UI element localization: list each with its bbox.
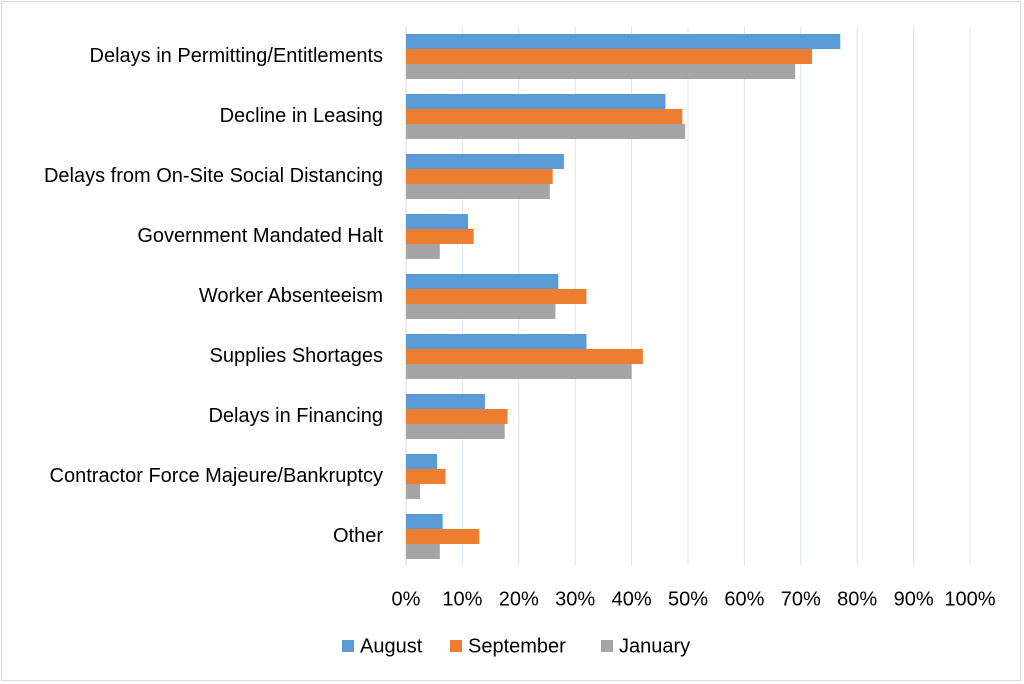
legend-swatch-january — [601, 640, 613, 652]
bar-september-delays-in-permitting-entitlements — [406, 49, 813, 64]
category-label-decline-in-leasing: Decline in Leasing — [220, 105, 383, 127]
x-tick-label-20pct: 20% — [499, 588, 539, 610]
x-tick-label-50pct: 50% — [668, 588, 708, 610]
bar-january-delays-in-financing — [406, 424, 505, 439]
legend-label-january: January — [619, 635, 690, 657]
category-label-delays-from-on-site-social-distancing: Delays from On-Site Social Distancing — [44, 165, 383, 187]
bar-august-worker-absenteeism — [406, 274, 559, 289]
x-tick-label-40pct: 40% — [612, 588, 652, 610]
bar-august-delays-from-on-site-social-distancing — [406, 154, 564, 169]
x-tick-labels: 0% 10% 20% 30% 40% 50% 60% 70% 80% 90% 100% — [392, 588, 996, 610]
legend: August September January — [342, 635, 690, 657]
x-tick-label-60pct: 60% — [724, 588, 764, 610]
bar-january-contractor-force-majeure-bankruptcy — [406, 484, 421, 499]
x-tick-label-10pct: 10% — [442, 588, 482, 610]
category-label-contractor-force-majeure-bankruptcy: Contractor Force Majeure/Bankruptcy — [50, 465, 383, 487]
bar-september-delays-in-financing — [406, 409, 508, 424]
x-tick-label-90pct: 90% — [894, 588, 934, 610]
legend-label-september: September — [468, 635, 566, 657]
bar-september-delays-from-on-site-social-distancing — [406, 169, 553, 184]
bar-august-delays-in-permitting-entitlements — [406, 34, 841, 49]
bar-january-worker-absenteeism — [406, 304, 556, 319]
bar-september-contractor-force-majeure-bankruptcy — [406, 469, 446, 484]
legend-label-august: August — [360, 635, 423, 657]
x-tick-label-70pct: 70% — [781, 588, 821, 610]
bar-january-government-mandated-halt — [406, 244, 440, 259]
bar-august-delays-in-financing — [406, 394, 485, 409]
bar-september-other — [406, 529, 480, 544]
bar-january-delays-in-permitting-entitlements — [406, 64, 796, 79]
bars — [406, 34, 841, 559]
bar-january-other — [406, 544, 440, 559]
x-tick-label-30pct: 30% — [555, 588, 595, 610]
bar-august-decline-in-leasing — [406, 94, 666, 109]
category-label-delays-in-financing: Delays in Financing — [208, 405, 383, 427]
category-labels: Delays in Permitting/Entitlements Decline… — [44, 45, 383, 547]
bar-september-government-mandated-halt — [406, 229, 474, 244]
x-tick-label-80pct: 80% — [837, 588, 877, 610]
bar-august-supplies-shortages — [406, 334, 587, 349]
bar-august-other — [406, 514, 443, 529]
bar-august-government-mandated-halt — [406, 214, 469, 229]
bar-january-decline-in-leasing — [406, 124, 686, 139]
legend-swatch-august — [342, 640, 354, 652]
x-tick-label-0pct: 0% — [392, 588, 421, 610]
category-label-government-mandated-halt: Government Mandated Halt — [137, 225, 383, 247]
bar-september-supplies-shortages — [406, 349, 643, 364]
bar-august-contractor-force-majeure-bankruptcy — [406, 454, 438, 469]
bar-september-worker-absenteeism — [406, 289, 587, 304]
category-label-delays-in-permitting-entitlements: Delays in Permitting/Entitlements — [90, 45, 383, 67]
category-label-supplies-shortages: Supplies Shortages — [210, 345, 383, 367]
bar-january-supplies-shortages — [406, 364, 632, 379]
category-label-worker-absenteeism: Worker Absenteeism — [199, 285, 383, 307]
legend-swatch-september — [450, 640, 462, 652]
bar-january-delays-from-on-site-social-distancing — [406, 184, 550, 199]
category-label-other: Other — [333, 525, 383, 547]
x-tick-label-100pct: 100% — [944, 588, 995, 610]
bar-september-decline-in-leasing — [406, 109, 683, 124]
